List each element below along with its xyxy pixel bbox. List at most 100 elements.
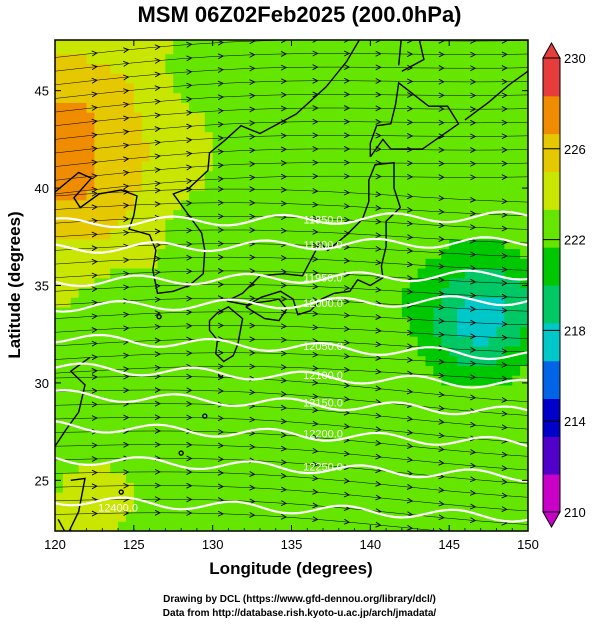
heatmap-cell: [173, 180, 182, 191]
wind-arrow: [280, 459, 288, 466]
heatmap-cell: [94, 423, 103, 435]
heatmap-cell: [520, 443, 528, 454]
heatmap-cell: [472, 151, 482, 162]
heatmap-cell: [378, 53, 387, 64]
heatmap-cell: [488, 199, 498, 211]
heatmap-cell: [354, 131, 364, 142]
heatmap-cell: [118, 141, 127, 152]
heatmap-cell: [149, 501, 159, 513]
heatmap-cell: [267, 482, 277, 493]
heatmap-cell: [86, 112, 96, 123]
heatmap-cell: [133, 277, 143, 289]
wind-arrow: [186, 295, 193, 302]
heatmap-cell: [449, 131, 458, 142]
heatmap-cell: [236, 258, 245, 269]
heatmap-cell: [441, 472, 450, 483]
heatmap-cell: [189, 121, 198, 133]
heatmap-cell: [165, 43, 174, 55]
heatmap-cell: [204, 73, 214, 84]
heatmap-cell: [141, 160, 151, 172]
heatmap-cell: [378, 433, 387, 444]
heatmap-cell: [370, 384, 379, 396]
heatmap-cell: [409, 306, 419, 318]
heatmap-cell: [204, 209, 214, 220]
heatmap-cell: [236, 511, 245, 522]
wind-arrow: [154, 167, 161, 173]
heatmap-cell: [236, 404, 245, 415]
wind-arrow: [469, 449, 477, 455]
wind-arrow: [154, 187, 161, 194]
heatmap-cell: [362, 248, 371, 259]
heatmap-cell: [315, 316, 324, 328]
heatmap-cell: [504, 53, 513, 64]
heatmap-cell: [252, 112, 261, 123]
heatmap-cell: [457, 102, 466, 113]
heatmap-cell: [378, 228, 387, 240]
heatmap-cell: [78, 160, 88, 172]
heatmap-cell: [259, 511, 269, 522]
wind-arrow: [501, 266, 508, 273]
heatmap-cell: [330, 384, 340, 396]
heatmap-cell: [323, 404, 332, 415]
heatmap-cell: [94, 238, 103, 250]
heatmap-cell: [62, 160, 72, 172]
wind-arrow: [438, 147, 445, 153]
heatmap-cell: [236, 228, 245, 240]
heatmap-cell: [354, 199, 364, 211]
wind-arrow: [470, 40, 477, 44]
heatmap-cell: [496, 40, 505, 45]
heatmap-cell: [520, 190, 528, 201]
heatmap-cell: [125, 306, 135, 318]
heatmap-cell: [157, 297, 166, 308]
heatmap-cell: [141, 375, 151, 386]
heatmap-cell: [259, 472, 269, 483]
wind-arrow: [154, 387, 161, 393]
heatmap-cell: [157, 511, 166, 522]
wind-arrow: [470, 119, 477, 126]
heatmap-cell: [472, 482, 482, 493]
heatmap-cell: [110, 511, 119, 522]
wind-arrow: [217, 176, 225, 182]
heatmap-cell: [86, 511, 96, 522]
wind-arrow: [186, 350, 193, 357]
heatmap-cell: [291, 160, 300, 172]
heatmap-cell: [464, 160, 474, 172]
heatmap-cell: [346, 180, 356, 191]
heatmap-cell: [449, 219, 458, 230]
heatmap-cell: [141, 501, 151, 513]
heatmap-cell: [173, 141, 182, 152]
heatmap-cell: [441, 355, 450, 366]
heatmap-cell: [173, 287, 182, 298]
heatmap-cell: [401, 414, 411, 425]
heatmap-cell: [480, 199, 490, 211]
heatmap-cell: [212, 404, 222, 415]
heatmap-cell: [70, 423, 80, 435]
heatmap-cell: [267, 297, 277, 308]
heatmap-cell: [291, 462, 300, 474]
heatmap-cell: [149, 511, 159, 522]
heatmap-cell: [512, 73, 521, 84]
heatmap-cell: [480, 521, 490, 531]
heatmap-cell: [141, 482, 151, 493]
heatmap-cell: [102, 190, 111, 201]
heatmap-cell: [62, 199, 72, 211]
heatmap-cell: [196, 365, 206, 376]
heatmap-cell: [378, 102, 387, 113]
wind-arrow: [249, 295, 256, 302]
heatmap-cell: [449, 297, 458, 308]
heatmap-cell: [504, 336, 513, 347]
heatmap-cell: [157, 170, 166, 181]
credit-drawing: Drawing by DCL (https://www.gfd-dennou.o…: [163, 594, 436, 605]
heatmap-cell: [512, 43, 521, 55]
heatmap-cell: [252, 277, 261, 289]
heatmap-cell: [86, 73, 96, 84]
heatmap-cell: [299, 326, 308, 337]
heatmap-cell: [338, 170, 348, 181]
heatmap-cell: [472, 511, 482, 522]
heatmap-cell: [370, 238, 379, 250]
wind-arrow: [217, 107, 225, 114]
heatmap-cell: [204, 190, 214, 201]
heatmap-cell: [425, 160, 434, 172]
heatmap-cell: [220, 228, 230, 240]
heatmap-cell: [425, 355, 434, 366]
